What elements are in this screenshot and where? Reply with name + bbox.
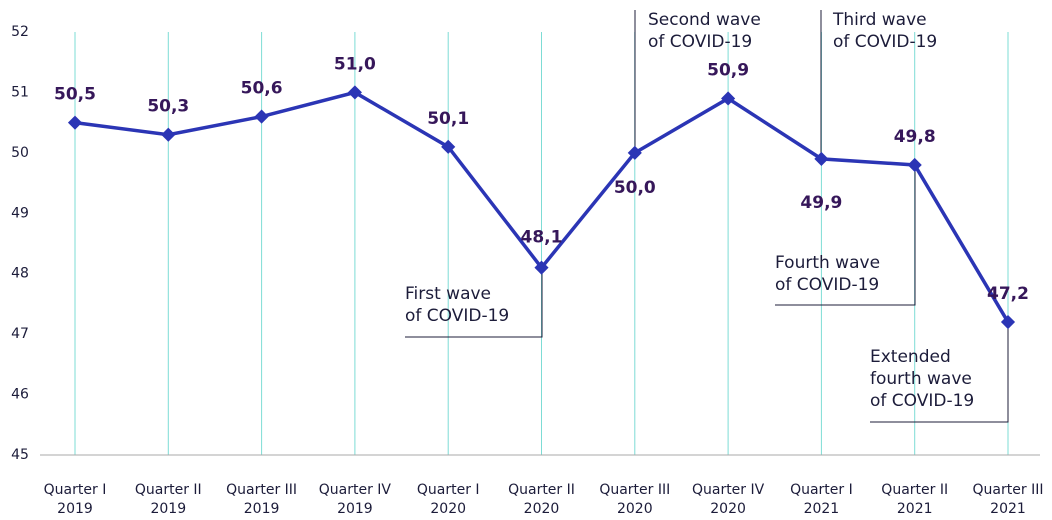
annotation: Fourth wave of COVID-19 <box>775 253 880 295</box>
data-label: 47,2 <box>987 284 1029 304</box>
x-tick-label: Quarter III 2020 <box>599 482 670 517</box>
annotation-line <box>870 322 1009 423</box>
x-tick-label: Quarter II 2021 <box>881 482 948 517</box>
annotation-line <box>775 164 916 306</box>
x-tick-label: Quarter IV 2020 <box>692 482 765 517</box>
data-point <box>907 157 922 173</box>
data-label: 50,3 <box>147 97 189 117</box>
x-tick-label: Quarter III 2021 <box>973 482 1044 517</box>
data-point <box>254 109 269 124</box>
data-point <box>347 85 362 100</box>
y-tick-label: 51 <box>11 84 29 100</box>
data-point <box>441 139 456 154</box>
data-label: 49,8 <box>894 127 936 147</box>
annotation: Extended fourth wave of COVID-19 <box>870 347 974 411</box>
data-point <box>534 260 549 275</box>
data-label: 50,1 <box>427 109 469 129</box>
x-tick-label: Quarter III 2019 <box>226 482 297 517</box>
x-tick-label: Quarter II 2019 <box>135 482 202 517</box>
y-tick-label: 50 <box>11 145 29 161</box>
annotation: Third wave of COVID-19 <box>832 10 937 52</box>
data-label: 50,0 <box>614 178 656 198</box>
y-tick-label: 52 <box>11 24 29 40</box>
data-point <box>814 151 829 166</box>
y-tick-label: 45 <box>11 447 29 463</box>
x-tick-label: Quarter I 2021 <box>790 482 853 517</box>
data-label: 49,9 <box>800 193 842 213</box>
y-tick-label: 48 <box>11 266 29 282</box>
data-point <box>1000 314 1016 330</box>
annotation: First wave of COVID-19 <box>405 284 509 326</box>
y-tick-label: 46 <box>11 387 29 403</box>
data-label: 50,9 <box>707 60 749 80</box>
data-label: 50,5 <box>54 85 96 105</box>
annotation: Second wave of COVID-19 <box>648 10 761 52</box>
data-label: 51,0 <box>334 54 376 74</box>
data-label: 48,1 <box>521 228 563 248</box>
x-tick-label: Quarter I 2019 <box>44 482 107 517</box>
data-point <box>67 115 83 130</box>
x-tick-label: Quarter IV 2019 <box>319 482 392 517</box>
y-tick-label: 47 <box>11 326 29 342</box>
x-tick-label: Quarter I 2020 <box>417 482 480 517</box>
data-point <box>721 91 736 106</box>
y-tick-label: 49 <box>11 205 29 221</box>
data-point <box>161 127 176 142</box>
annotation-line <box>405 267 543 338</box>
x-tick-label: Quarter II 2020 <box>508 482 575 517</box>
data-label: 50,6 <box>241 79 283 99</box>
data-point <box>627 145 642 160</box>
